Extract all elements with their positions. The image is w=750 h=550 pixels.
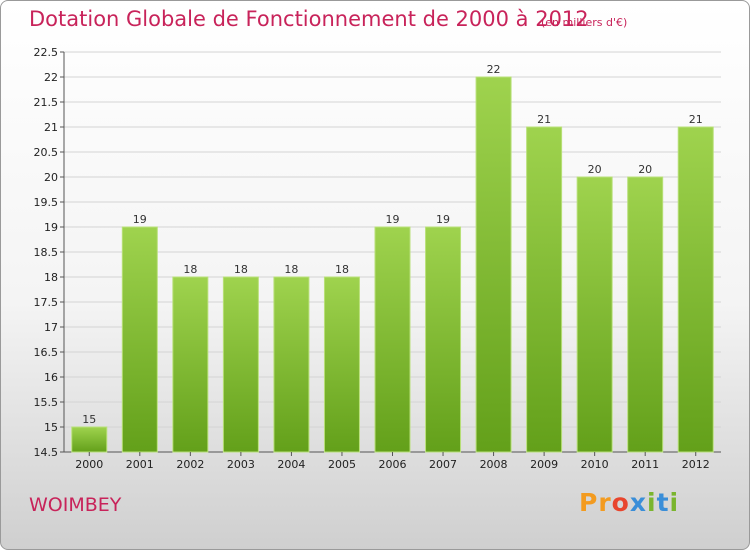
y-tick-label: 15	[44, 421, 58, 434]
y-tick-label: 20	[44, 171, 58, 184]
bar-2003	[222, 276, 259, 453]
y-tick-label: 22	[44, 71, 58, 84]
bar-2004	[273, 276, 310, 453]
bar-value-label: 18	[234, 263, 248, 276]
x-axis-ticks: 2000 2001 2002 2003 2004 2005 2006 2007 2008 2009…	[75, 452, 710, 471]
commune-name: WOIMBEY	[29, 494, 122, 516]
logo-letter: i	[669, 488, 680, 517]
logo-letter: i	[647, 488, 657, 517]
bar-value-label: 22	[487, 63, 501, 76]
bar-value-label: 19	[436, 213, 450, 226]
bar-2010	[576, 176, 613, 453]
y-tick-label: 21.5	[34, 96, 59, 109]
x-tick-label: 2012	[682, 458, 710, 471]
y-tick-label: 22.5	[34, 46, 59, 59]
bar-value-label: 20	[588, 163, 602, 176]
bar-2001	[121, 226, 158, 453]
bars: 15 19 18 18 18 18 19 19 22 21 20 20 21	[71, 63, 714, 453]
y-axis-ticks: 14.5 15 15.5 16 16.5 17 17.5 18 18.5 19 19.5 20 20.5…	[34, 46, 64, 459]
logo-letter: t	[656, 488, 670, 517]
bar-value-label: 15	[82, 413, 96, 426]
y-tick-label: 18	[44, 271, 58, 284]
bar-2008	[475, 76, 512, 453]
bar-2005	[323, 276, 360, 453]
bar-2006	[374, 226, 411, 453]
bar-value-label: 19	[133, 213, 147, 226]
bar-2000	[71, 426, 108, 453]
x-tick-label: 2006	[379, 458, 407, 471]
y-tick-label: 17	[44, 321, 58, 334]
bar-2007	[425, 226, 462, 453]
bar-2011	[627, 176, 664, 453]
y-tick-label: 16	[44, 371, 58, 384]
bar-value-label: 21	[537, 113, 551, 126]
x-tick-label: 2004	[277, 458, 305, 471]
logo-letter: r	[598, 488, 612, 517]
logo-letter: x	[629, 488, 647, 517]
x-tick-label: 2010	[581, 458, 609, 471]
bar-value-label: 19	[386, 213, 400, 226]
y-tick-label: 19.5	[34, 196, 59, 209]
x-tick-label: 2007	[429, 458, 457, 471]
bar-2002	[172, 276, 209, 453]
x-tick-label: 2009	[530, 458, 558, 471]
y-tick-label: 16.5	[34, 346, 59, 359]
bar-value-label: 20	[638, 163, 652, 176]
y-tick-label: 19	[44, 221, 58, 234]
logo-letter: P	[579, 488, 599, 517]
bar-2012	[677, 126, 714, 453]
y-tick-label: 15.5	[34, 396, 59, 409]
bar-value-label: 18	[183, 263, 197, 276]
chart-title: Dotation Globale de Fonctionnement de 20…	[29, 7, 589, 31]
y-tick-label: 17.5	[34, 296, 59, 309]
bar-value-label: 21	[689, 113, 703, 126]
y-tick-label: 18.5	[34, 246, 59, 259]
x-tick-label: 2002	[176, 458, 204, 471]
x-tick-label: 2000	[75, 458, 103, 471]
x-tick-label: 2001	[126, 458, 154, 471]
logo-letter: o	[611, 488, 630, 517]
proxiti-logo: Proxiti	[579, 488, 679, 517]
x-tick-label: 2003	[227, 458, 255, 471]
bar-value-label: 18	[335, 263, 349, 276]
x-tick-label: 2008	[480, 458, 508, 471]
y-tick-label: 20.5	[34, 146, 59, 159]
y-tick-label: 21	[44, 121, 58, 134]
bar-value-label: 18	[284, 263, 298, 276]
x-tick-label: 2005	[328, 458, 356, 471]
chart-unit: (en milliers d'€)	[541, 16, 628, 29]
x-tick-label: 2011	[631, 458, 659, 471]
bar-2009	[526, 126, 563, 453]
y-tick-label: 14.5	[34, 446, 59, 459]
